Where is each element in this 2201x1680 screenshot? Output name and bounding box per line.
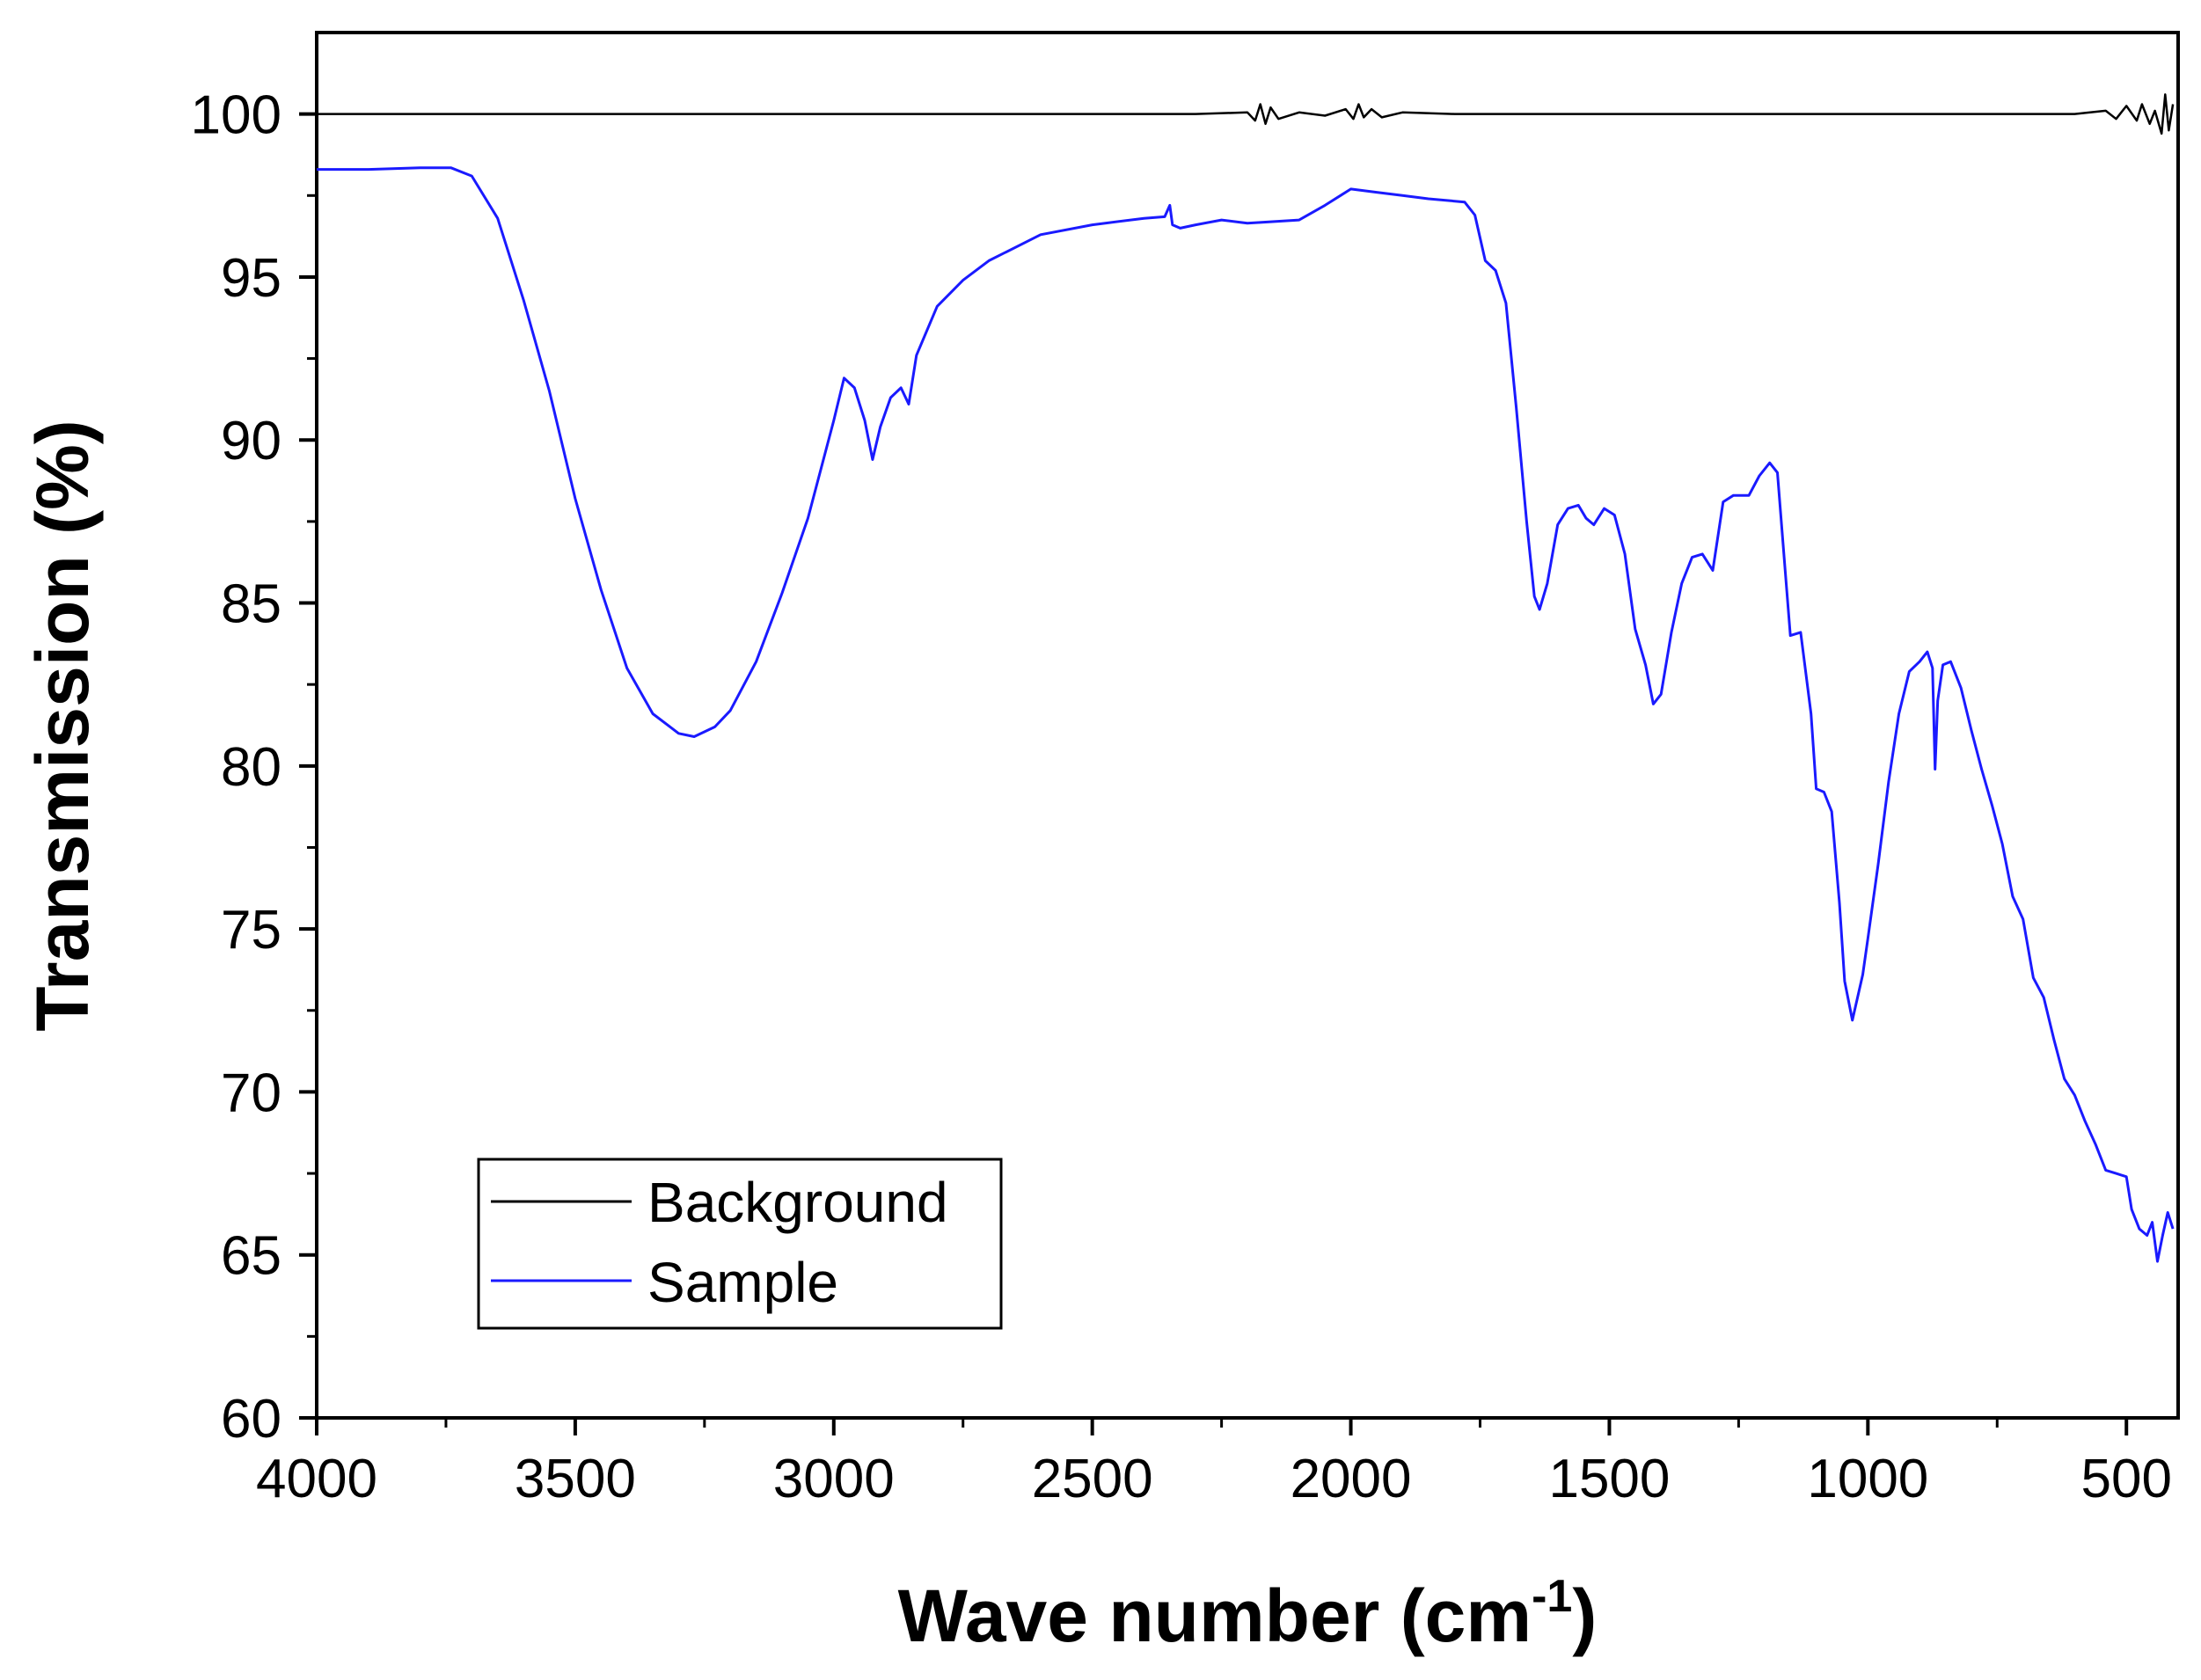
x-axis-title: Wave number (cm-1) [898,1571,1598,1657]
legend: Background Sample [477,1158,1003,1330]
plot-frame [315,31,2180,1420]
x-axis-title-main: Wave number (cm [898,1574,1532,1657]
x-tick-label: 1500 [1548,1449,1670,1509]
x-tick-label: 1000 [1807,1449,1928,1509]
x-tick-label: 500 [2080,1449,2171,1509]
y-tick-label: 80 [221,737,282,798]
x-axis-title-superscript: -1 [1532,1571,1572,1622]
y-tick-label: 95 [221,248,282,309]
x-tick-label: 2000 [1291,1449,1412,1509]
y-axis-title: Transmission (%) [21,420,104,1032]
legend-box [477,1158,1003,1330]
y-tick-label: 90 [221,411,282,471]
y-tick-label: 60 [221,1389,282,1450]
x-axis-ticks: 4000 3500 3000 2500 2000 1500 1000 500 [256,1418,2172,1509]
y-tick-label: 100 [191,85,282,146]
legend-label-background: Background [647,1171,948,1234]
legend-label-sample: Sample [647,1251,838,1314]
y-tick-label: 75 [221,900,282,961]
x-tick-label: 4000 [256,1449,377,1509]
y-axis-ticks: 60 65 70 75 80 85 90 95 100 [191,85,317,1450]
y-tick-label: 85 [221,574,282,635]
series-line-sample [317,166,2175,1263]
x-tick-label: 2500 [1032,1449,1153,1509]
x-tick-label: 3000 [773,1449,895,1509]
x-axis-title-suffix: ) [1572,1574,1597,1657]
y-tick-label: 65 [221,1226,282,1287]
y-tick-label: 70 [221,1063,282,1123]
series-line-background [317,93,2175,135]
series-layer [317,93,2175,1263]
x-tick-label: 3500 [515,1449,636,1509]
